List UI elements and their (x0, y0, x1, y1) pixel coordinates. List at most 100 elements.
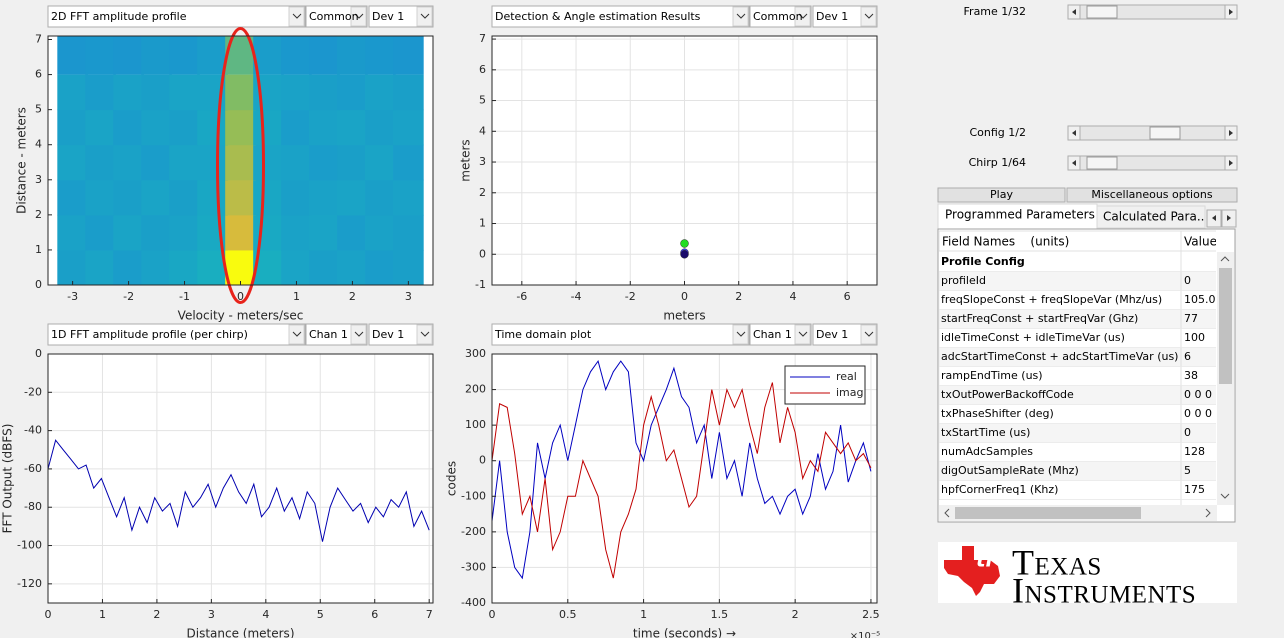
heatmap-cell (309, 214, 340, 251)
plot-selector-label: 1D FFT amplitude profile (per chirp) (51, 328, 248, 341)
dropdown-arrow (798, 331, 808, 337)
heatmap-cell (253, 144, 284, 181)
table-section: Profile Config (941, 255, 1025, 268)
field-name: numAdcSamples (941, 445, 1033, 458)
heatmap-cell (113, 179, 144, 216)
heatmap-cell (57, 36, 88, 75)
x-axis-label: Distance (meters) (187, 627, 295, 638)
y-tick-label: 3 (35, 173, 42, 186)
x-tick-label: 1 (293, 290, 300, 303)
x-tick-label: -4 (571, 290, 582, 303)
heatmap-cell (309, 74, 340, 111)
heatmap-cell (85, 74, 116, 111)
y-tick-label: 4 (479, 124, 486, 137)
y-tick-label: 200 (465, 383, 486, 396)
heatmap-cell (225, 109, 256, 146)
dropdown-arrow-box (288, 324, 305, 345)
plot-selector[interactable] (47, 323, 306, 346)
field-value: 6 (1184, 350, 1191, 363)
plot-area (48, 354, 433, 603)
data-line (492, 382, 872, 579)
logo-ti: ti (976, 548, 994, 572)
tab[interactable] (1096, 205, 1206, 229)
field-value: 105.00 (1184, 293, 1223, 306)
x-tick-label: 4 (789, 290, 796, 303)
column-header: Field Names (units) (942, 235, 1069, 249)
plot-selector-label: 2D FFT amplitude profile (51, 10, 187, 23)
arrow-glyph (1072, 9, 1076, 15)
y-tick-label: 5 (35, 103, 42, 116)
button[interactable] (1066, 187, 1238, 203)
y-tick-label: 4 (35, 138, 42, 151)
dropdown-arrow-box (860, 6, 877, 27)
plot-selector[interactable] (47, 5, 306, 28)
heatmap-cell (57, 214, 88, 251)
heatmap-cell (57, 74, 88, 111)
field-name: txPhaseShifter (deg) (941, 407, 1054, 420)
heatmap-cell (281, 144, 312, 181)
x-tick-label: -3 (67, 290, 78, 303)
heatmap-cell (225, 249, 256, 285)
heatmap-cell (169, 249, 200, 285)
x-tick-label: 2 (153, 608, 160, 621)
legend-label: imag (836, 386, 864, 399)
dropdown-arrow-box (732, 6, 749, 27)
arrow-glyph (1072, 130, 1076, 136)
x-tick-label: 0.5 (559, 608, 577, 621)
x-tick-label: 6 (371, 608, 378, 621)
arrow-glyph (1227, 215, 1231, 221)
option-selector-label: Common (753, 10, 803, 23)
option-selector-label: Common (309, 10, 359, 23)
v-scroll-thumb[interactable] (1219, 268, 1232, 384)
heatmap-cell (57, 249, 88, 285)
arrow-glyph (1229, 9, 1233, 15)
x-axis-label: meters (663, 309, 705, 323)
y-tick-label: 2 (35, 208, 42, 221)
dropdown-arrow-box (794, 6, 811, 27)
plot-selector[interactable] (491, 5, 750, 28)
heatmap-cell (393, 74, 424, 111)
dropdown-arrow (354, 331, 364, 337)
tab-label: Programmed Parameters (945, 208, 1095, 222)
heatmap-cell (393, 249, 424, 285)
plot-selector[interactable] (491, 323, 750, 346)
dropdown-arrow-box (794, 324, 811, 345)
slider-thumb[interactable] (1086, 5, 1118, 19)
slider-thumb[interactable] (1149, 126, 1181, 140)
field-name: freqSlopeConst + freqSlopeVar (Mhz/us) (941, 293, 1162, 306)
dropdown-arrow (420, 13, 430, 19)
arrow-glyph (1229, 160, 1233, 166)
tab-active[interactable] (937, 203, 1098, 230)
field-value: 175 (1184, 483, 1205, 496)
tab-label: Calculated Para... (1103, 210, 1208, 224)
heatmap-cell (337, 179, 368, 216)
heatmap (57, 36, 424, 285)
heatmap-cell (309, 36, 340, 75)
heatmap-cell (141, 74, 172, 111)
arrow-glyph (944, 508, 950, 518)
y-tick-label: 0 (35, 278, 42, 291)
x-tick-label: 0 (45, 608, 52, 621)
heatmap-cell (169, 179, 200, 216)
heatmap-cell (85, 179, 116, 216)
field-name: hpfCornerFreq1 (Khz) (941, 483, 1058, 496)
heatmap-cell (85, 249, 116, 285)
x-tick-label: 3 (405, 290, 412, 303)
button[interactable] (937, 187, 1066, 203)
h-scroll-thumb[interactable] (955, 507, 1141, 519)
device-selector-label: Dev 1 (816, 328, 848, 341)
x-axis-label: time (seconds) → (633, 627, 736, 638)
logo-emblem (944, 546, 1000, 596)
heatmap-cell (225, 214, 256, 251)
y-tick-label: 100 (465, 418, 486, 431)
heatmap-cell (281, 109, 312, 146)
slider-label: Config 1/2 (970, 126, 1027, 139)
y-tick-label: -60 (24, 462, 42, 475)
heatmap-cell (113, 144, 144, 181)
x-tick-label: 2.5 (862, 608, 880, 621)
slider-thumb[interactable] (1086, 156, 1118, 170)
field-value: 100 (1184, 331, 1205, 344)
heatmap-cell (141, 144, 172, 181)
y-tick-label: -40 (24, 424, 42, 437)
